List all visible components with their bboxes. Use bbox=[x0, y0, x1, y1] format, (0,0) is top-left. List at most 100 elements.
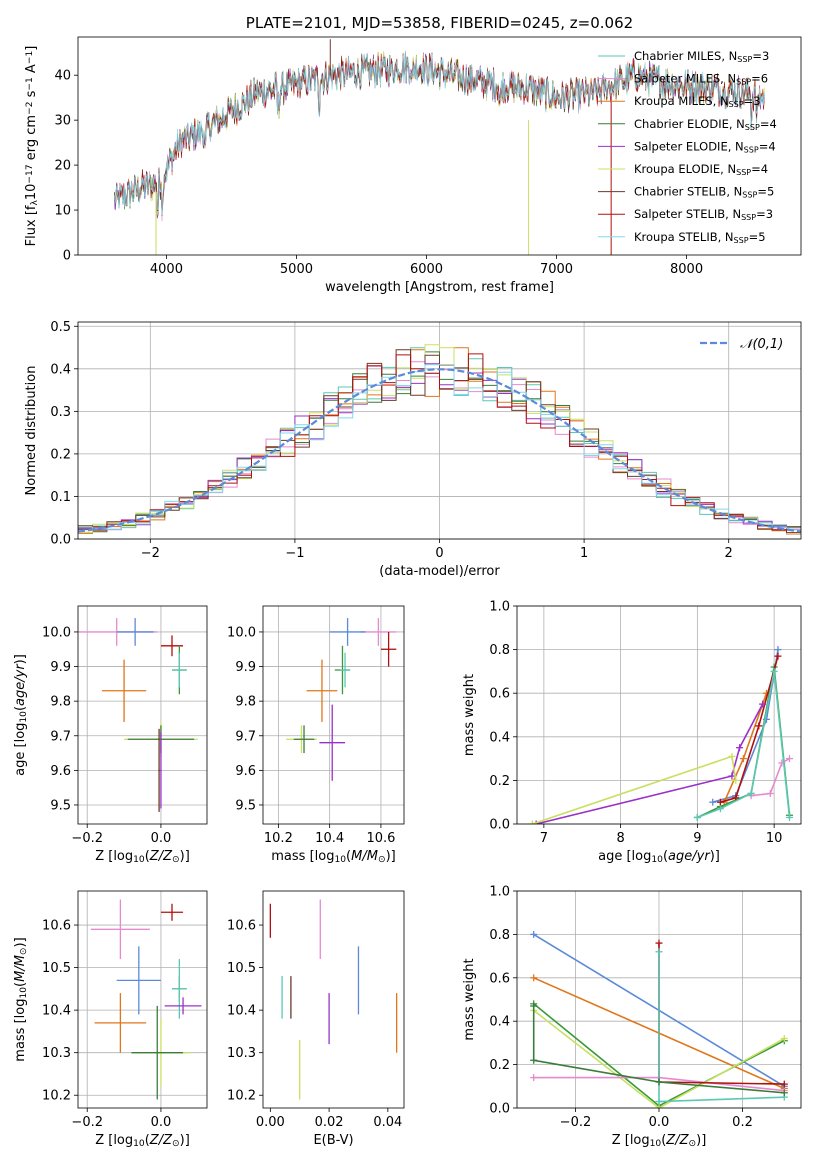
data-point bbox=[293, 725, 315, 754]
y-tick-label: 0.2 bbox=[489, 1058, 510, 1073]
data-point bbox=[380, 631, 397, 667]
x-tick-label: 0 bbox=[435, 546, 443, 561]
x-tick-label: 0.0 bbox=[649, 1115, 670, 1130]
weight-marker bbox=[530, 1056, 538, 1064]
y-axis-label: age [log10(age/yr)] bbox=[13, 654, 29, 776]
y-tick-label: 0.8 bbox=[489, 643, 510, 658]
axes-frame bbox=[516, 890, 802, 1109]
y-tick-label: 10.3 bbox=[42, 1046, 71, 1061]
axes-frame bbox=[262, 605, 405, 825]
mass-vs-ebv-panel: 0.00 0.02 0.04 10.2 10.3 10.4 10.5 10.6 E(B-V) bbox=[227, 890, 405, 1148]
y-tick-label: 1.0 bbox=[489, 885, 510, 900]
x-tick-label: 0.02 bbox=[315, 1115, 344, 1130]
x-axis-label: Z [log10(Z/Z⊙)] bbox=[612, 1133, 707, 1149]
y-tick-label: 0.4 bbox=[489, 1015, 510, 1030]
y-tick-label: 9.5 bbox=[235, 798, 256, 813]
weight-marker bbox=[728, 752, 736, 760]
axes-frame bbox=[77, 36, 802, 256]
y-tick-label: 9.7 bbox=[235, 729, 256, 744]
y-tick-label: 0.1 bbox=[50, 490, 71, 505]
residual-histogram bbox=[78, 353, 801, 534]
x-tick-label: 0.00 bbox=[256, 1115, 285, 1130]
data-point bbox=[319, 704, 346, 781]
weight-marker bbox=[785, 755, 793, 763]
weight-line bbox=[720, 655, 779, 803]
y-tick-label: 0 bbox=[63, 249, 71, 264]
data-point bbox=[131, 1005, 184, 1100]
weight-marker bbox=[530, 930, 538, 938]
y-tick-label: 10.6 bbox=[42, 919, 71, 934]
weight-marker bbox=[532, 820, 540, 824]
weight-marker bbox=[766, 789, 774, 797]
weight-marker bbox=[747, 789, 755, 797]
data-point bbox=[160, 903, 184, 921]
x-axis-label: age [log10(age/yr)] bbox=[598, 849, 720, 865]
y-tick-label: 0.3 bbox=[50, 405, 71, 420]
residuals-plot-area bbox=[78, 344, 801, 535]
y-tick-label: 9.8 bbox=[235, 695, 256, 710]
y-tick-label: 0.6 bbox=[489, 971, 510, 986]
age-vs-mass-plot-area bbox=[286, 618, 397, 781]
y-tick-label: 0.0 bbox=[489, 818, 510, 833]
legend-label: Salpeter MILES, NSSP=6 bbox=[634, 72, 768, 87]
weight-marker bbox=[774, 652, 782, 660]
x-axis-label: Z [log10(Z/Z⊙)] bbox=[95, 1133, 190, 1149]
x-tick-label: 6000 bbox=[410, 262, 443, 277]
x-tick-label: −2 bbox=[141, 546, 160, 561]
x-axis-label: (data-model)/error bbox=[379, 564, 500, 579]
axes-frame bbox=[77, 605, 208, 825]
y-tick-label: 40 bbox=[54, 69, 71, 84]
mass-vs-Z-panel: −0.2 0.0 10.2 10.3 10.4 10.5 10.6 Z [log10(Z/Z⊙… bbox=[13, 890, 208, 1149]
weight-marker bbox=[655, 948, 663, 956]
weight-marker bbox=[755, 722, 763, 730]
axes-frame bbox=[516, 605, 802, 825]
weight-marker bbox=[739, 755, 747, 763]
weight-vs-Z-panel: −0.2 0.0 0.2 0.0 0.2 0.4 0.6 0.8 1.0 Z [log10(Z/Z… bbox=[462, 885, 802, 1149]
y-tick-label: 9.8 bbox=[50, 695, 71, 710]
y-tick-label: 10.2 bbox=[227, 1089, 256, 1104]
x-axis-label: Z [log10(Z/Z⊙)] bbox=[95, 849, 190, 865]
mass-vs-ebv-plot-area bbox=[269, 899, 398, 1100]
legend: Chabrier MILES, NSSP=3 Salpeter MILES, NS… bbox=[598, 49, 777, 244]
data-point bbox=[116, 618, 154, 646]
data-point bbox=[116, 946, 161, 1015]
x-tick-label: −1 bbox=[285, 546, 304, 561]
legend-label: 𝒩(0,1) bbox=[740, 337, 783, 352]
residual-histogram bbox=[78, 349, 801, 531]
x-tick-label: 9 bbox=[693, 831, 701, 846]
y-tick-label: 9.7 bbox=[50, 729, 71, 744]
y-tick-label: 0.4 bbox=[489, 730, 510, 745]
y-tick-label: 9.9 bbox=[235, 660, 256, 675]
legend-label: Chabrier MILES, NSSP=3 bbox=[634, 49, 769, 64]
x-axis-label: E(B-V) bbox=[313, 1133, 353, 1148]
x-tick-label: 7 bbox=[540, 831, 548, 846]
weight-marker bbox=[530, 974, 538, 982]
x-tick-label: 0.04 bbox=[373, 1115, 402, 1130]
y-tick-label: 10.4 bbox=[227, 1004, 256, 1019]
x-tick-label: −0.2 bbox=[71, 1115, 103, 1130]
y-axis-label: Normed distribution bbox=[24, 366, 39, 496]
data-point bbox=[164, 997, 202, 1015]
x-tick-label: 0.2 bbox=[732, 1115, 753, 1130]
spectrum-line bbox=[114, 51, 765, 216]
y-tick-label: 9.9 bbox=[50, 660, 71, 675]
x-tick-label: −0.2 bbox=[560, 1115, 592, 1130]
y-tick-label: 10.0 bbox=[42, 625, 71, 640]
y-axis-label: Flux [fλ10−17 erg cm−2 s−1 A−1] bbox=[24, 46, 40, 247]
weight-vs-age-panel: 7 8 9 10 0.0 0.2 0.4 0.6 0.8 1.0 age [log10(age/yr… bbox=[462, 600, 802, 865]
legend-label: Kroupa MILES, NSSP=3 bbox=[634, 94, 761, 109]
x-tick-label: 0.0 bbox=[151, 1115, 172, 1130]
weight-line bbox=[533, 1009, 785, 1108]
y-tick-label: 0.0 bbox=[489, 1102, 510, 1117]
age-vs-Z-plot-area bbox=[78, 618, 198, 812]
weight-marker bbox=[770, 667, 778, 675]
weight-marker bbox=[732, 794, 740, 802]
y-tick-label: 9.6 bbox=[235, 764, 256, 779]
data-point bbox=[160, 732, 162, 809]
weight-vs-Z-plot-area bbox=[530, 930, 788, 1108]
y-tick-label: 0.4 bbox=[50, 362, 71, 377]
x-tick-label: 10.6 bbox=[366, 831, 395, 846]
x-tick-label: 7000 bbox=[540, 262, 573, 277]
weight-marker bbox=[655, 1078, 663, 1086]
weight-line bbox=[751, 757, 790, 797]
